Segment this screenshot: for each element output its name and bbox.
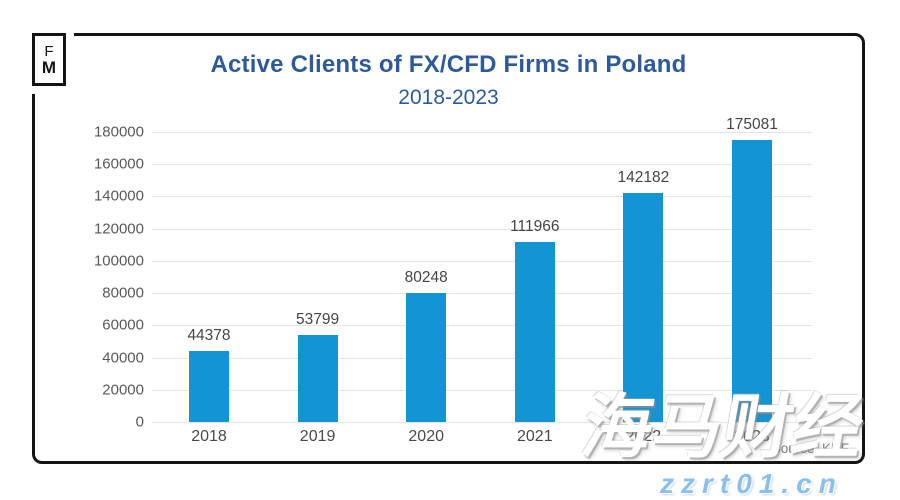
y-axis-tick-label: 160000 (93, 155, 144, 173)
source-label: Source: KNF (771, 441, 849, 456)
x-axis-tick-label: 2022 (625, 428, 662, 445)
fm-logo: F M (32, 33, 66, 86)
x-axis-tick-label: 2018 (191, 428, 227, 445)
bar-2020 (406, 292, 447, 422)
fm-logo-letter-m: M (41, 57, 57, 77)
y-axis-tick-label: 40000 (102, 349, 144, 367)
chart-header: Active Clients of FX/CFD Firms in Poland… (35, 51, 862, 110)
plot-area: 180000 160000 140000 120000 100000 80000 60000… (94, 116, 812, 445)
bar-2018 (189, 350, 229, 422)
y-axis-tick-label: 120000 (93, 220, 144, 238)
y-axis-tick-label: 180000 (93, 123, 144, 141)
gridline (152, 293, 812, 295)
gridline (152, 164, 812, 166)
fm-logo-letter-f: F (44, 42, 54, 60)
watermark-url-text: zzrt01.cn (660, 468, 843, 499)
bar-value-label: 142182 (617, 168, 670, 186)
y-axis-tick-label: 100000 (93, 252, 144, 270)
x-axis-tick-label: 2021 (517, 428, 553, 445)
gridline (152, 389, 812, 391)
gridline (152, 228, 812, 230)
bar-value-label: 44378 (187, 326, 231, 344)
bar-value-label: 80248 (404, 268, 448, 286)
chart-subtitle: 2018-2023 (398, 85, 499, 109)
bar-2023 (732, 139, 772, 422)
bar-value-label: 175081 (726, 115, 778, 133)
gridline (152, 422, 812, 423)
x-axis-tick-label: 2020 (408, 428, 444, 445)
y-axis-tick-label: 20000 (102, 381, 144, 399)
bar-2021 (514, 241, 555, 422)
y-axis-tick-label: 0 (135, 413, 144, 431)
gridline (152, 132, 812, 133)
gridline (152, 196, 812, 198)
chart-card: F M Active Clients of FX/CFD Firms in Po… (32, 33, 865, 464)
y-axis-tick-label: 140000 (93, 187, 144, 205)
gridline (152, 325, 812, 327)
gridline (152, 357, 812, 359)
chart-title: Active Clients of FX/CFD Firms in Poland (210, 51, 687, 78)
bar-2019 (297, 335, 338, 422)
gridline (152, 260, 812, 262)
bar-2022 (623, 192, 664, 422)
x-axis-tick-label: 2019 (299, 428, 336, 445)
bar-value-label: 53799 (296, 311, 340, 329)
x-axis-tick-label: 2023 (734, 428, 770, 445)
bar-value-label: 111966 (510, 217, 560, 235)
y-axis-tick-label: 80000 (102, 284, 144, 302)
y-axis-tick-label: 60000 (102, 316, 144, 334)
